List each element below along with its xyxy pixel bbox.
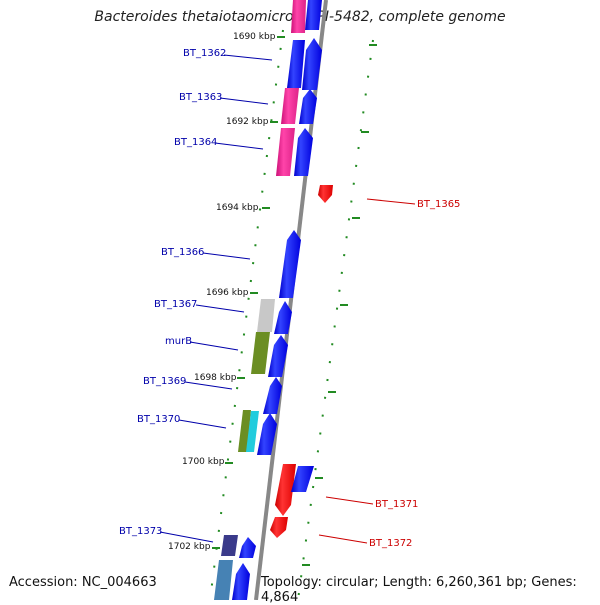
gene-label-bt1367[interactable]: BT_1367 xyxy=(154,299,197,310)
gene-label-bt1366[interactable]: BT_1366 xyxy=(161,247,204,258)
leader-bt1370 xyxy=(178,419,227,429)
kbp-label-1700: 1700 kbp xyxy=(182,457,225,467)
gene-bt1362-arrow[interactable] xyxy=(287,0,322,90)
leader-bt1371 xyxy=(325,496,374,505)
leader-bt1365 xyxy=(366,198,416,205)
gene-bt1367-arrow[interactable] xyxy=(274,301,292,334)
kbp-label-1692: 1692 kbp xyxy=(226,117,269,127)
gene-label-bt1364[interactable]: BT_1364 xyxy=(174,137,217,148)
kbp-label-1698: 1698 kbp xyxy=(194,373,237,383)
gene-bt1364-arrow[interactable] xyxy=(294,128,313,176)
gene-bt1366-arrow[interactable] xyxy=(279,230,301,298)
category-box-grey xyxy=(257,299,275,332)
gene-bt1365-arrow[interactable] xyxy=(318,185,333,203)
leader-bt1362 xyxy=(223,54,273,61)
leader-bt1366 xyxy=(202,252,251,260)
gene-label-bt1369[interactable]: BT_1369 xyxy=(143,376,186,387)
category-box-purple xyxy=(221,535,238,556)
accession-text: Accession: NC_004663 xyxy=(9,575,157,590)
category-box-pink xyxy=(276,0,306,176)
kbp-label-1694: 1694 kbp xyxy=(216,203,259,213)
gene-label-bt1372[interactable]: BT_1372 xyxy=(369,538,412,549)
gene-bt1373-arrow[interactable] xyxy=(232,537,256,600)
leader-murb xyxy=(189,341,239,351)
gene-bt1370-arrow[interactable] xyxy=(257,413,277,455)
category-box-steel xyxy=(214,560,233,600)
kbp-label-1696: 1696 kbp xyxy=(206,288,249,298)
gene-label-bt1363[interactable]: BT_1363 xyxy=(179,92,222,103)
gene-label-bt1362[interactable]: BT_1362 xyxy=(183,48,226,59)
leader-bt1364 xyxy=(214,142,264,150)
gene-label-bt1373[interactable]: BT_1373 xyxy=(119,526,162,537)
gene-label-bt1365[interactable]: BT_1365 xyxy=(417,199,460,210)
leader-bt1373 xyxy=(159,531,214,543)
gene-bt1372-arrow[interactable] xyxy=(270,517,288,538)
leader-bt1369 xyxy=(184,381,233,390)
kbp-label-1690: 1690 kbp xyxy=(233,32,276,42)
gene-bt1363-arrow[interactable] xyxy=(299,89,317,124)
category-box-cyan xyxy=(246,411,259,452)
leader-bt1372 xyxy=(318,534,368,544)
gene-label-murb[interactable]: murB xyxy=(165,336,192,347)
gene-murb-arrow[interactable] xyxy=(268,335,288,377)
leader-bt1367 xyxy=(195,304,245,313)
gene-bt1369-arrow[interactable] xyxy=(263,377,282,414)
gene-bt1371-arrow[interactable] xyxy=(275,464,314,516)
gene-label-bt1371[interactable]: BT_1371 xyxy=(375,499,418,510)
topology-text: Topology: circular; Length: 6,260,361 bp… xyxy=(261,575,577,605)
kbp-label-1702: 1702 kbp xyxy=(168,542,211,552)
gene-label-bt1370[interactable]: BT_1370 xyxy=(137,414,180,425)
leader-bt1363 xyxy=(219,97,269,105)
